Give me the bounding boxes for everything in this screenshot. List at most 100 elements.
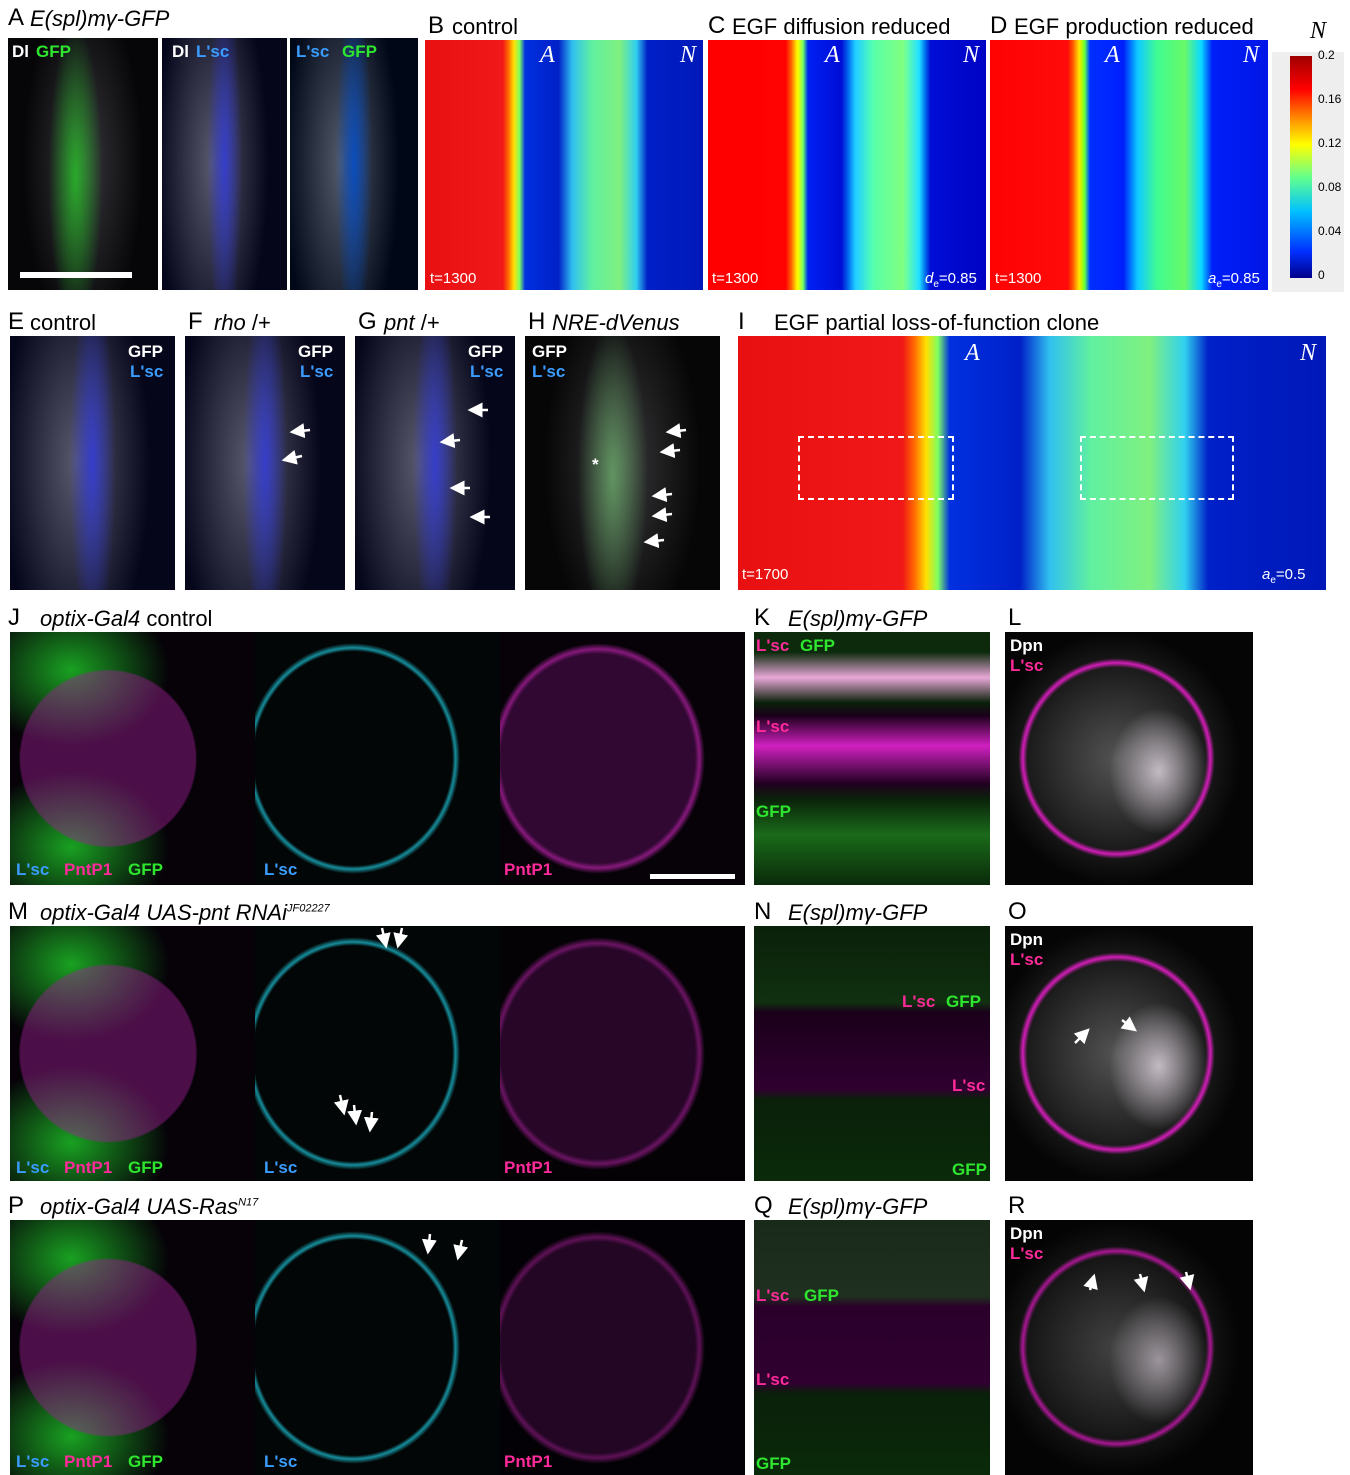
colorbar-tick: 0.2 [1318,48,1335,62]
channel-label: L'sc [264,1158,297,1178]
asterisk: * [592,455,599,475]
channel-label: L'sc [16,1158,49,1178]
colorbar-title: N [1310,18,1326,45]
channel-label: GFP [756,802,791,822]
channel-label: PntP1 [504,860,552,880]
colorbar-tick: 0.12 [1318,136,1341,150]
channel-label: GFP [804,1286,839,1306]
channel-label: L'sc [756,717,789,737]
parameter-label: de=0.85 [925,270,977,290]
channel-label: L'sc [756,1286,789,1306]
channel-label: Dpn [1010,1224,1043,1244]
panel-title: pnt /+ [384,310,440,336]
colorbar-tick: 0.08 [1318,180,1341,194]
channel-label: GFP [298,342,333,362]
channel-label: L'sc [756,636,789,656]
channel-label: PntP1 [64,860,112,880]
micrograph [500,926,745,1181]
genotype-sup: N17 [238,1197,258,1209]
panel-letter: I [738,308,745,336]
axis-letter: A [540,42,555,69]
panel-letter: O [1008,898,1027,926]
micrograph [10,632,255,885]
time-label: t=1300 [430,270,476,287]
time-label: t=1300 [995,270,1041,287]
panel-letter: E [8,308,24,336]
parameter-label: ae=0.5 [1262,566,1306,586]
channel-label: L'sc [296,42,329,62]
genotype: optix-Gal4 UAS-pnt RNAi [40,900,287,925]
heatmap [990,40,1268,290]
panel-letter: C [708,12,725,40]
genotype: optix-Gal4 [40,606,140,631]
colorbar-tick: 0 [1318,268,1325,282]
panel-title: optix-Gal4 control [40,606,212,632]
time-label: t=1700 [742,566,788,583]
panel-title: EGF diffusion reduced [732,14,951,40]
clone-box [1080,436,1234,500]
colorbar-tick: 0.16 [1318,92,1341,106]
scale-bar [20,272,132,278]
micrograph [500,1220,745,1475]
channel-label: L'sc [264,860,297,880]
genotype-suffix: control [146,606,212,631]
panel-letter: G [358,308,377,336]
parameter-label: ae=0.85 [1208,270,1260,290]
panel-letter: H [528,308,545,336]
channel-label: PntP1 [504,1452,552,1472]
panel-letter: R [1008,1192,1025,1220]
panel-letter: F [188,308,203,336]
channel-label: GFP [342,42,377,62]
colorbar-tick: 0.04 [1318,224,1341,238]
channel-label: GFP [468,342,503,362]
panel-title: NRE-dVenus [552,310,680,336]
figure: A E(spl)mγ-GFP Dl GFP Dl L'sc L'sc GFP B… [0,0,1350,1475]
micrograph [10,1220,255,1475]
channel-label: L'sc [16,860,49,880]
colorbar [1290,56,1312,278]
panel-title: E(spl)mγ-GFP [788,900,927,926]
param-value: =0.85 [939,270,977,287]
axis-letter: N [680,42,696,69]
channel-label: PntP1 [64,1452,112,1472]
micrograph [8,38,158,290]
heatmap [708,40,986,290]
channel-label: L'sc [470,362,503,382]
panel-letter: N [754,898,771,926]
channel-label: GFP [36,42,71,62]
genotype: optix-Gal4 UAS-Ras [40,1194,238,1219]
micrograph [754,926,990,1181]
axis-letter: N [963,42,979,69]
panel-letter: M [8,898,28,926]
channel-label: GFP [952,1160,987,1180]
panel-letter: K [754,604,770,632]
axis-letter: A [1105,42,1120,69]
time-label: t=1300 [712,270,758,287]
axis-letter: A [825,42,840,69]
channel-label: GFP [532,342,567,362]
channel-label: L'sc [952,1076,985,1096]
channel-label: L'sc [300,362,333,382]
genotype: pnt [384,310,415,335]
panel-letter: P [8,1192,24,1220]
micrograph [162,38,287,290]
channel-label: GFP [128,1158,163,1178]
channel-label: L'sc [1010,656,1043,676]
genotype: rho [214,310,246,335]
channel-label: L'sc [756,1370,789,1390]
panel-title: control [30,310,96,336]
panel-letter: Q [754,1192,773,1220]
clone-box [798,436,954,500]
panel-title: EGF partial loss-of-function clone [774,310,1099,336]
channel-label: PntP1 [64,1158,112,1178]
panel-title: optix-Gal4 UAS-RasN17 [40,1194,258,1220]
micrograph [255,632,500,885]
channel-label: GFP [128,342,163,362]
channel-label: L'sc [1010,1244,1043,1264]
channel-label: L'sc [902,992,935,1012]
channel-label: L'sc [130,362,163,382]
channel-label: L'sc [532,362,565,382]
panel-title: E(spl)mγ-GFP [788,606,927,632]
genotype-sup: JF02227 [287,903,330,915]
panel-letter: B [428,12,444,40]
